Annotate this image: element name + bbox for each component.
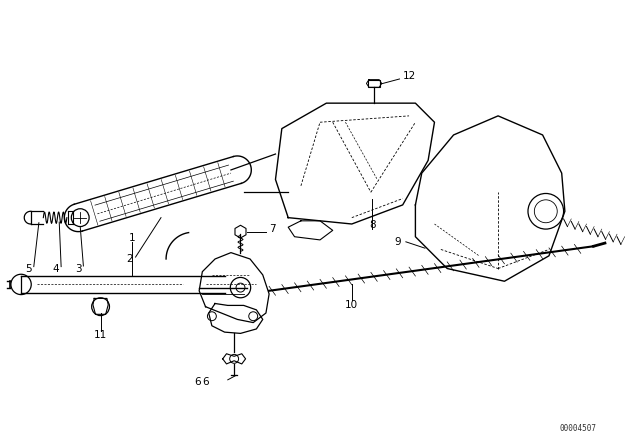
Text: 9: 9 <box>394 237 401 247</box>
Bar <box>368 80 380 87</box>
Text: 7: 7 <box>269 224 276 234</box>
Text: 6: 6 <box>195 377 201 387</box>
Text: 12: 12 <box>403 71 415 82</box>
Text: 5: 5 <box>26 263 32 274</box>
Text: 8: 8 <box>369 220 376 230</box>
Text: 2: 2 <box>126 254 132 264</box>
Text: 4: 4 <box>52 263 60 274</box>
Text: 10: 10 <box>345 301 358 310</box>
Text: 11: 11 <box>94 330 107 340</box>
Text: 00004507: 00004507 <box>559 424 596 433</box>
Text: 1: 1 <box>129 233 136 243</box>
Text: 3: 3 <box>75 263 82 274</box>
Text: 6: 6 <box>202 377 209 387</box>
